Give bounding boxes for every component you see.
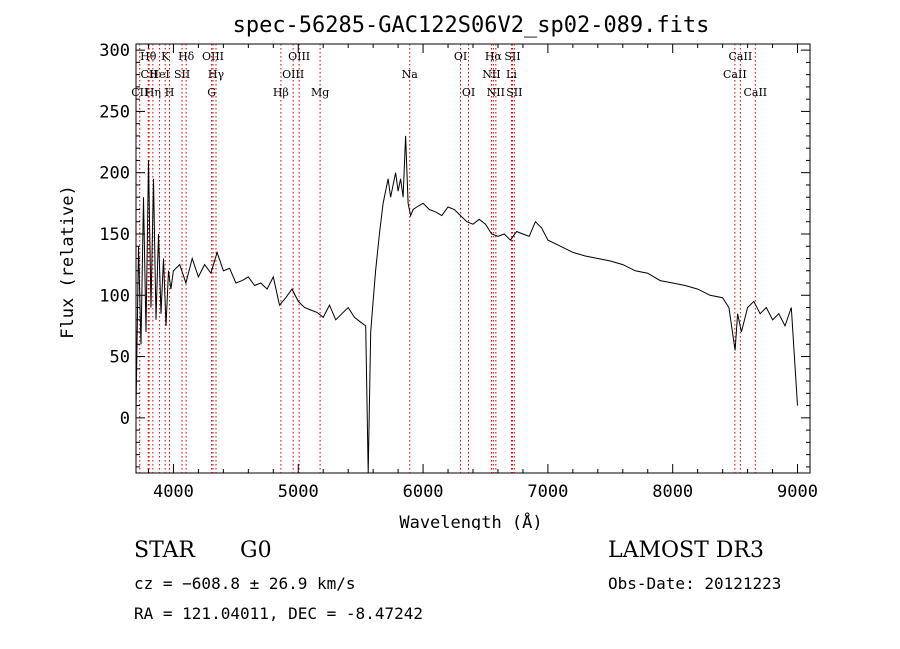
line-label-9: OIII (202, 50, 224, 63)
line-label-12: Hβ (273, 86, 289, 99)
x-tick-label-3: 7000 (527, 482, 568, 502)
line-label-17: OI (454, 50, 467, 63)
x-tick-label-4: 8000 (652, 482, 693, 502)
line-label-11: G (207, 86, 216, 99)
line-label-3: Hη (145, 86, 161, 99)
line-label-13: OIII (282, 68, 304, 81)
line-label-27: CaII (743, 86, 767, 99)
line-label-0: CII (131, 86, 148, 99)
y-tick-label-4: 200 (99, 164, 130, 184)
redshift-velocity: cz = −608.8 ± 26.9 km/s (134, 574, 356, 593)
line-label-16: Na (402, 68, 419, 81)
line-label-22: SII (504, 50, 520, 63)
y-tick-label-6: 300 (99, 41, 130, 61)
observation-date: Obs-Date: 20121223 (608, 574, 782, 593)
line-label-20: Hα (485, 50, 503, 63)
line-label-21: NII (487, 86, 505, 99)
line-label-8: Hδ (178, 50, 195, 63)
line-label-23: Li (506, 68, 517, 81)
line-label-25: CaII (723, 68, 747, 81)
chart-title: spec-56285-GAC122S06V2_sp02-089.fits (233, 13, 710, 38)
object-subclass: G0 (240, 538, 272, 563)
y-tick-label-3: 150 (99, 225, 130, 245)
x-tick-label-1: 5000 (278, 482, 319, 502)
plot-frame (135, 43, 811, 474)
line-label-5: K (161, 50, 170, 63)
y-tick-label-5: 250 (99, 102, 130, 122)
x-tick-label-5: 9000 (777, 482, 818, 502)
line-label-7: SII (174, 68, 190, 81)
survey-name: LAMOST DR3 (608, 538, 764, 563)
x-tick-label-0: 4000 (153, 482, 194, 502)
spectrum-chart: spec-56285-GAC122S06V2_sp02-089.fits CII… (58, 13, 818, 530)
line-label-1: Hθ (140, 50, 157, 63)
line-label-10: Hγ (208, 68, 225, 81)
y-tick-label-0: 0 (120, 409, 130, 429)
line-label-14: OIII (288, 50, 310, 63)
line-label-6: H (165, 86, 175, 99)
line-label-24: SII (506, 86, 522, 99)
line-label-18: OI (462, 86, 475, 99)
x-axis-label: Wavelength (Å) (399, 511, 542, 530)
line-label-15: Mg (311, 86, 329, 99)
y-tick-label-2: 100 (99, 286, 130, 306)
line-label-19: NII (482, 68, 500, 81)
line-label-2: CII (141, 68, 158, 81)
y-tick-label-1: 50 (110, 348, 130, 368)
x-tick-label-2: 6000 (403, 482, 444, 502)
line-label-26: CaII (729, 50, 753, 63)
line-label-4: HeI (149, 68, 169, 81)
y-axis-label: Flux (relative) (58, 185, 78, 339)
coordinates: RA = 121.04011, DEC = -8.47242 (134, 604, 423, 623)
spectrum-line (135, 135, 798, 474)
object-class: STAR (134, 538, 195, 563)
